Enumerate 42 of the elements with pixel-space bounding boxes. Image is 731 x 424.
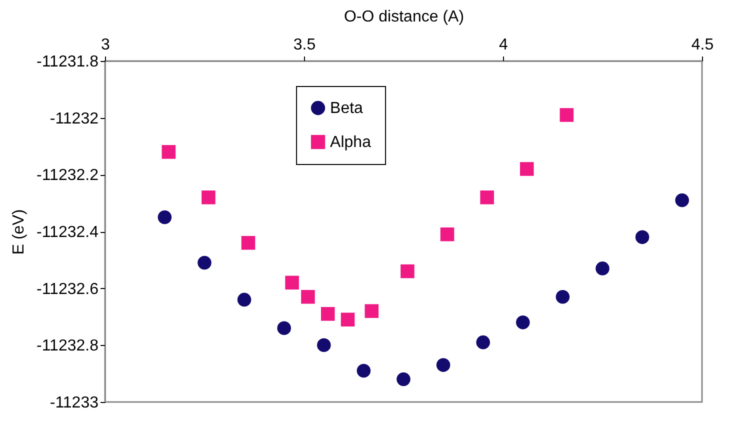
point — [317, 338, 331, 352]
point — [556, 290, 570, 304]
point — [436, 358, 450, 372]
point — [340, 312, 355, 326]
y-tick-label: -11232.6 — [36, 280, 99, 298]
point — [440, 227, 454, 242]
point — [560, 108, 574, 122]
point — [476, 335, 490, 350]
x-tick-label: 3 — [101, 36, 110, 54]
point — [202, 190, 216, 204]
point — [237, 292, 252, 307]
point — [162, 145, 176, 159]
point — [320, 307, 335, 321]
y-tick-label: -11232.2 — [36, 167, 99, 184]
legend-label: Beta — [330, 100, 364, 117]
point — [285, 276, 299, 290]
point — [400, 264, 414, 278]
point — [480, 190, 494, 204]
point — [241, 236, 256, 250]
point — [198, 256, 212, 270]
point — [364, 304, 379, 318]
x-axis-title: O-O distance (A) — [344, 8, 464, 26]
y-tick-label: -11232 — [50, 110, 99, 128]
y-tick-label: -11232.4 — [36, 224, 99, 241]
y-tick-label: -11232.8 — [36, 338, 99, 355]
point — [158, 210, 172, 224]
y-tick-label: -11231.8 — [36, 54, 99, 70]
legend-label: Alpha — [330, 134, 372, 151]
y-axis-title: E (eV) — [10, 209, 28, 255]
point — [516, 316, 530, 330]
point — [635, 230, 650, 244]
point — [301, 290, 315, 304]
x-tick-label: 3.5 — [293, 36, 316, 54]
y-tick-label: -11233 — [50, 394, 99, 412]
point — [277, 321, 291, 335]
point — [396, 372, 410, 386]
point — [520, 162, 534, 176]
point — [356, 364, 371, 378]
x-tick-label: 4.5 — [691, 36, 714, 54]
point — [596, 262, 610, 276]
x-tick-label: 4 — [499, 36, 508, 54]
point — [675, 193, 689, 208]
